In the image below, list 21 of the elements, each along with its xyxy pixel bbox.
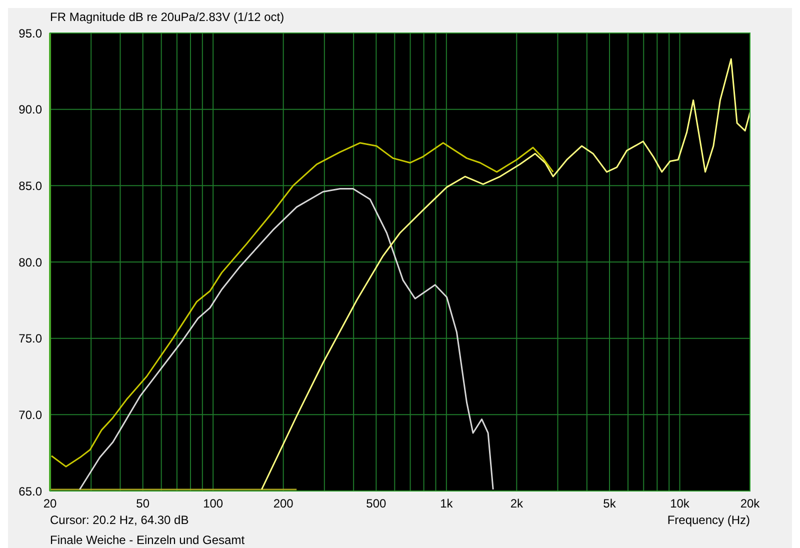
text: Cursor: 20.2 Hz, 64.30 dB <box>50 513 189 527</box>
y-tick-label: 75.0 <box>18 332 42 346</box>
x-tick-label: 5k <box>603 496 617 511</box>
chart-title: FR Magnitude dB re 20uPa/2.83V (1/12 oct) <box>50 10 284 24</box>
x-axis-title: Frequency (Hz) <box>667 513 750 527</box>
x-tick-label: 10k <box>670 496 690 511</box>
x-tick-label: 500 <box>366 496 387 511</box>
x-tick-label: 200 <box>273 496 294 511</box>
y-tick-label: 70.0 <box>18 408 42 422</box>
y-tick-label: 80.0 <box>18 255 42 270</box>
y-tick-label: 90.0 <box>18 102 42 117</box>
y-tick-label: 95.0 <box>18 26 42 40</box>
y-tick-label: 65.0 <box>18 484 42 498</box>
x-tick-label: 2k <box>510 496 524 511</box>
x-tick-label: 20k <box>740 496 761 511</box>
x-tick-label: 50 <box>136 496 150 511</box>
text: Finale Weiche - Einzeln und Gesamt <box>50 533 245 547</box>
x-tick-label: 1k <box>440 496 454 511</box>
y-tick-label: 85.0 <box>18 178 42 193</box>
x-tick-label: 20 <box>43 496 57 511</box>
x-tick-label: 100 <box>203 496 224 511</box>
